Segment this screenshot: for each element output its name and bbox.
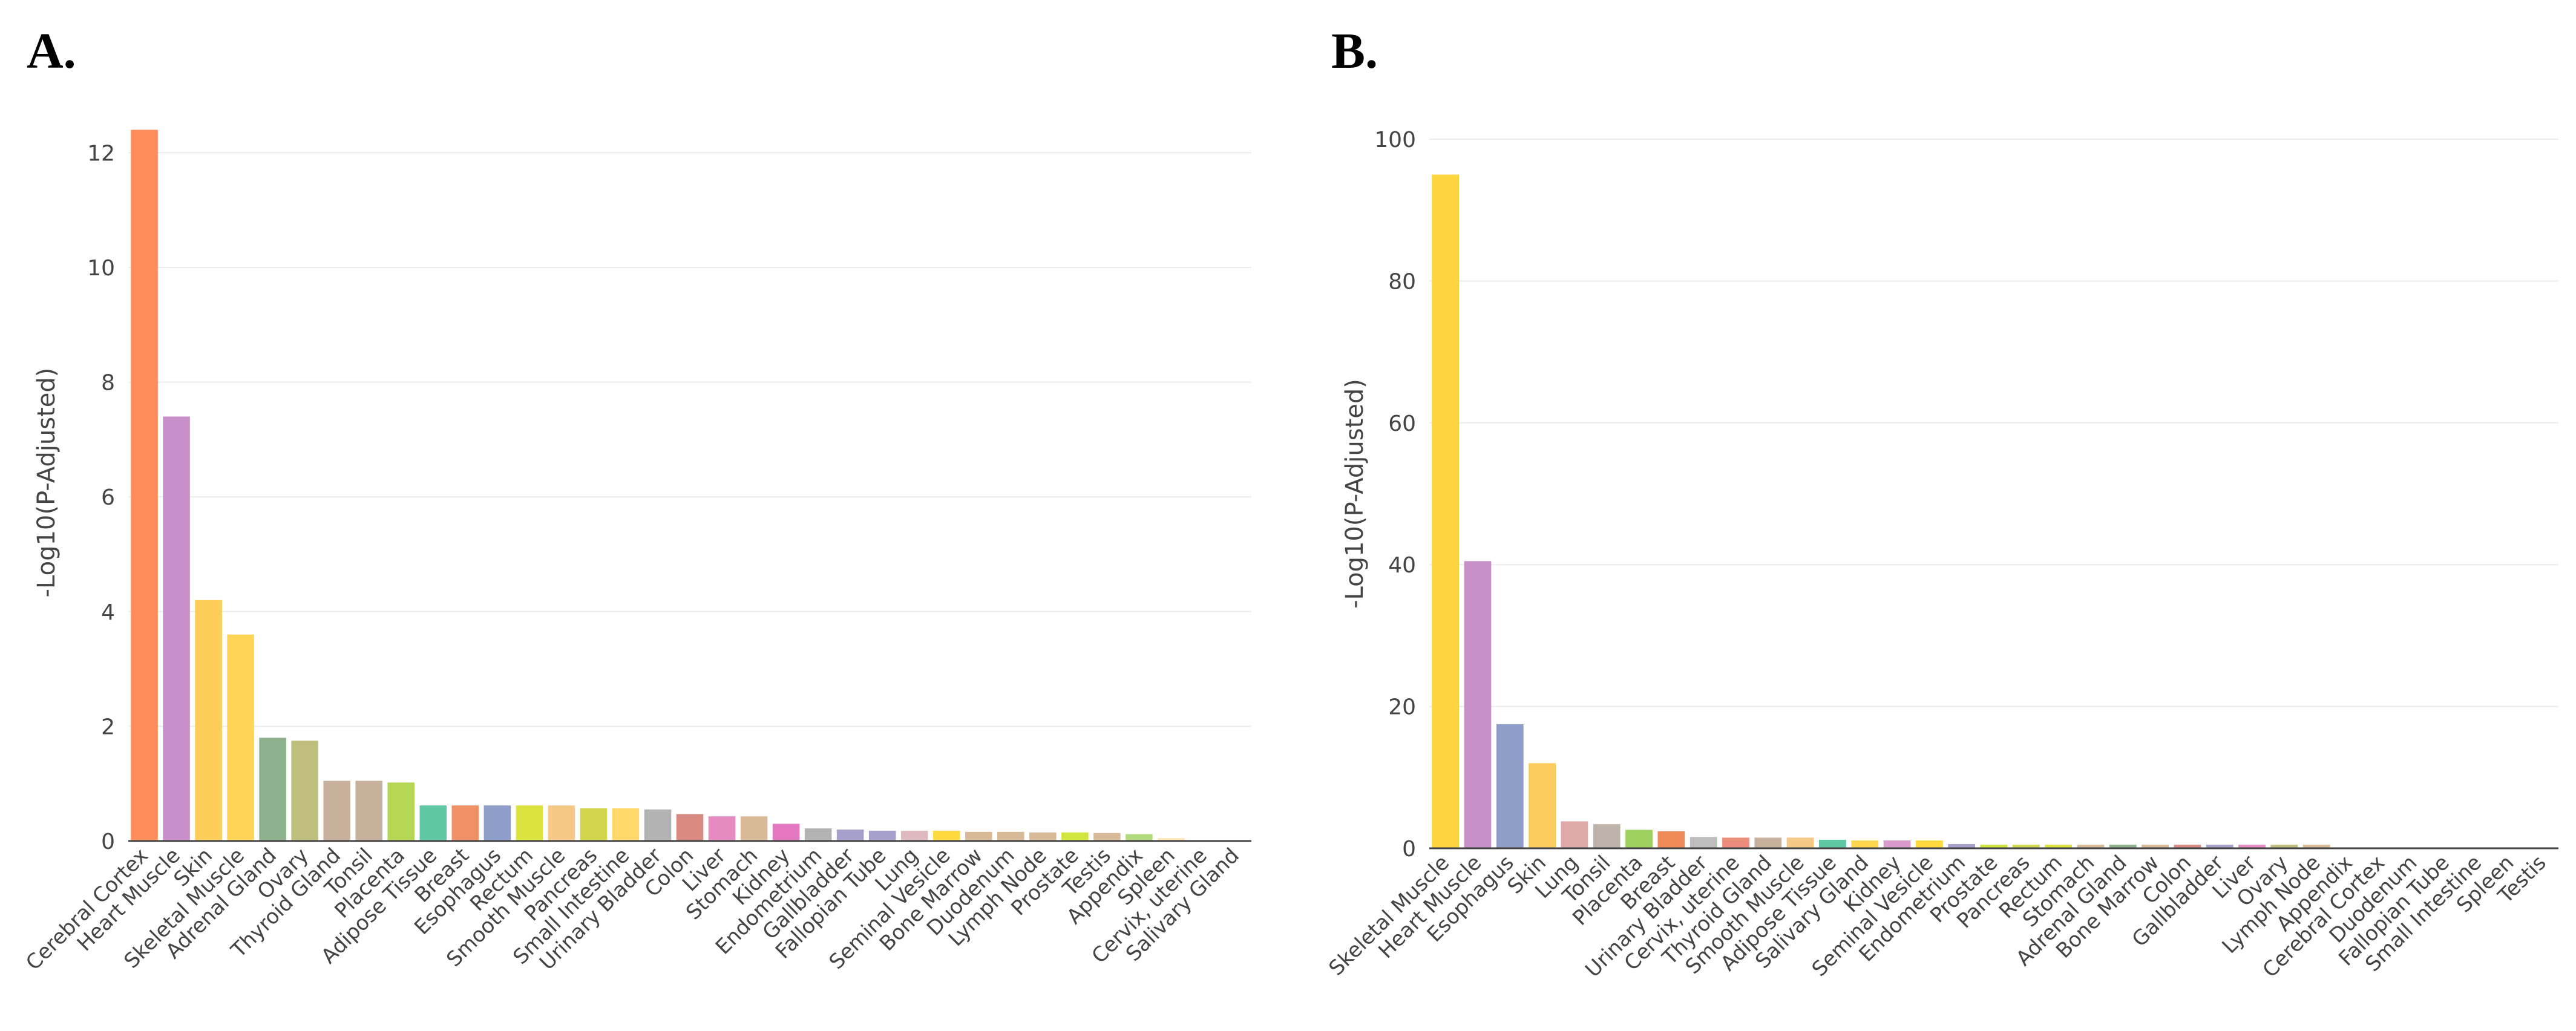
bar-b[interactable] [1948, 843, 1976, 848]
bar-a[interactable] [868, 830, 896, 841]
y-tick-label-a: 10 [87, 256, 115, 281]
y-tick-label-b: 80 [1388, 269, 1416, 294]
bar-a[interactable] [323, 781, 350, 841]
bar-b[interactable] [1464, 561, 1492, 848]
bar-a[interactable] [740, 816, 768, 841]
bar-b[interactable] [2302, 845, 2330, 848]
y-tick-label-b: 40 [1388, 553, 1416, 578]
bar-a[interactable] [997, 831, 1024, 841]
bar-b[interactable] [2174, 845, 2201, 848]
bar-a[interactable] [612, 808, 640, 841]
bar-a[interactable] [195, 600, 222, 841]
bar-b[interactable] [1593, 824, 1621, 848]
bar-a[interactable] [291, 741, 318, 841]
bar-b[interactable] [1529, 763, 1556, 848]
bar-a[interactable] [1093, 833, 1121, 841]
y-tick-label-a: 2 [101, 715, 115, 739]
bar-b[interactable] [1689, 837, 1717, 848]
bar-a[interactable] [644, 809, 672, 841]
bar-a[interactable] [772, 823, 800, 841]
y-tick-label-b: 0 [1402, 837, 1416, 862]
bar-a[interactable] [1126, 834, 1153, 841]
bar-a[interactable] [516, 805, 543, 841]
bar-a[interactable] [163, 416, 190, 841]
bar-b[interactable] [1915, 840, 1943, 848]
bar-a[interactable] [548, 805, 575, 841]
bar-b[interactable] [2045, 845, 2073, 848]
y-tick-label-b: 100 [1374, 128, 1416, 152]
bar-b[interactable] [2077, 845, 2105, 848]
bar-b[interactable] [2270, 845, 2298, 848]
bar-a[interactable] [355, 781, 382, 841]
bar-b[interactable] [1851, 840, 1879, 848]
y-tick-label-b: 60 [1388, 411, 1416, 436]
bar-a[interactable] [451, 805, 479, 841]
bar-a[interactable] [1158, 838, 1185, 841]
bar-a[interactable] [676, 814, 704, 841]
bar-b[interactable] [2238, 845, 2266, 848]
bar-a[interactable] [419, 805, 447, 841]
y-tick-label-a: 6 [101, 485, 115, 510]
y-tick-label-a: 0 [101, 830, 115, 854]
bar-a[interactable] [131, 129, 158, 842]
y-tick-label-a: 12 [87, 141, 115, 166]
bar-a[interactable] [708, 816, 736, 841]
bar-b[interactable] [1432, 174, 1460, 849]
bar-a[interactable] [227, 634, 254, 841]
bar-b[interactable] [2012, 845, 2040, 848]
bar-b[interactable] [2142, 845, 2169, 848]
bar-b[interactable] [2206, 845, 2234, 848]
bar-b[interactable] [1561, 821, 1588, 848]
bar-a[interactable] [965, 831, 992, 841]
y-tick-label-b: 20 [1388, 695, 1416, 720]
bar-b[interactable] [1980, 845, 2008, 848]
bar-b[interactable] [1754, 837, 1782, 848]
bar-b[interactable] [1657, 831, 1685, 848]
bar-b[interactable] [2109, 845, 2137, 848]
bar-b[interactable] [1722, 837, 1749, 848]
y-axis-title-a: -Log10(P-Adjusted) [33, 368, 61, 598]
bar-a[interactable] [900, 830, 928, 841]
panel-b-label: B. [1331, 23, 1378, 79]
bar-b[interactable] [1496, 724, 1524, 848]
bar-a[interactable] [580, 808, 608, 841]
bar-a[interactable] [932, 830, 960, 841]
bar-b[interactable] [1625, 830, 1653, 848]
bar-b[interactable] [1786, 837, 1814, 848]
panel-a-label: A. [27, 23, 76, 79]
bar-a[interactable] [259, 738, 286, 841]
bar-b[interactable] [1883, 840, 1911, 848]
bar-a[interactable] [836, 830, 864, 841]
y-axis-title-b: -Log10(P-Adjusted) [1341, 379, 1369, 609]
bar-b[interactable] [1819, 839, 1846, 848]
bar-a[interactable] [1061, 832, 1089, 841]
y-tick-label-a: 4 [101, 600, 115, 625]
bar-a[interactable] [1029, 832, 1057, 841]
y-tick-label-a: 8 [101, 371, 115, 396]
bar-a[interactable] [804, 828, 832, 841]
chart-b: -Log10(P-Adjusted) 020406080100Skeletal … [1324, 128, 2558, 983]
bar-a[interactable] [483, 805, 511, 841]
bar-a[interactable] [387, 782, 415, 841]
